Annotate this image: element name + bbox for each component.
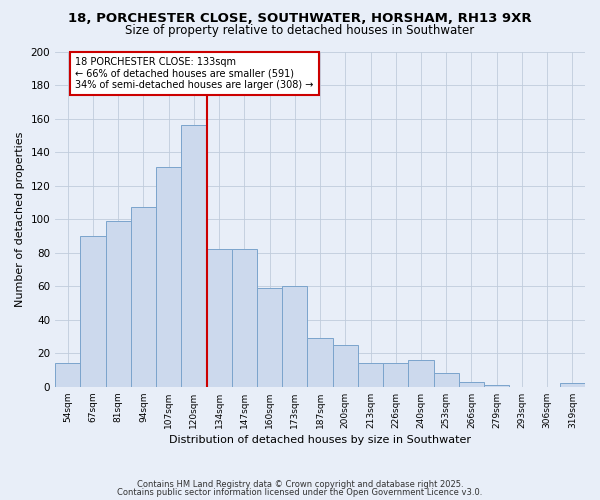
Bar [459, 382, 484, 387]
Bar [383, 364, 409, 387]
Bar [484, 385, 509, 387]
Bar [307, 338, 332, 387]
Text: Contains public sector information licensed under the Open Government Licence v3: Contains public sector information licen… [118, 488, 482, 497]
Bar [156, 167, 181, 387]
Text: Size of property relative to detached houses in Southwater: Size of property relative to detached ho… [125, 24, 475, 37]
Bar [257, 288, 282, 387]
Bar [80, 236, 106, 387]
Bar [55, 364, 80, 387]
Bar [181, 126, 206, 387]
Bar [106, 221, 131, 387]
Bar [232, 250, 257, 387]
Text: 18 PORCHESTER CLOSE: 133sqm
← 66% of detached houses are smaller (591)
34% of se: 18 PORCHESTER CLOSE: 133sqm ← 66% of det… [76, 56, 314, 90]
Bar [206, 250, 232, 387]
Bar [332, 345, 358, 387]
Y-axis label: Number of detached properties: Number of detached properties [15, 132, 25, 307]
Bar [358, 364, 383, 387]
Bar [434, 374, 459, 387]
Bar [409, 360, 434, 387]
Bar [560, 384, 585, 387]
Bar [282, 286, 307, 387]
X-axis label: Distribution of detached houses by size in Southwater: Distribution of detached houses by size … [169, 435, 471, 445]
Bar [131, 208, 156, 387]
Text: Contains HM Land Registry data © Crown copyright and database right 2025.: Contains HM Land Registry data © Crown c… [137, 480, 463, 489]
Text: 18, PORCHESTER CLOSE, SOUTHWATER, HORSHAM, RH13 9XR: 18, PORCHESTER CLOSE, SOUTHWATER, HORSHA… [68, 12, 532, 26]
